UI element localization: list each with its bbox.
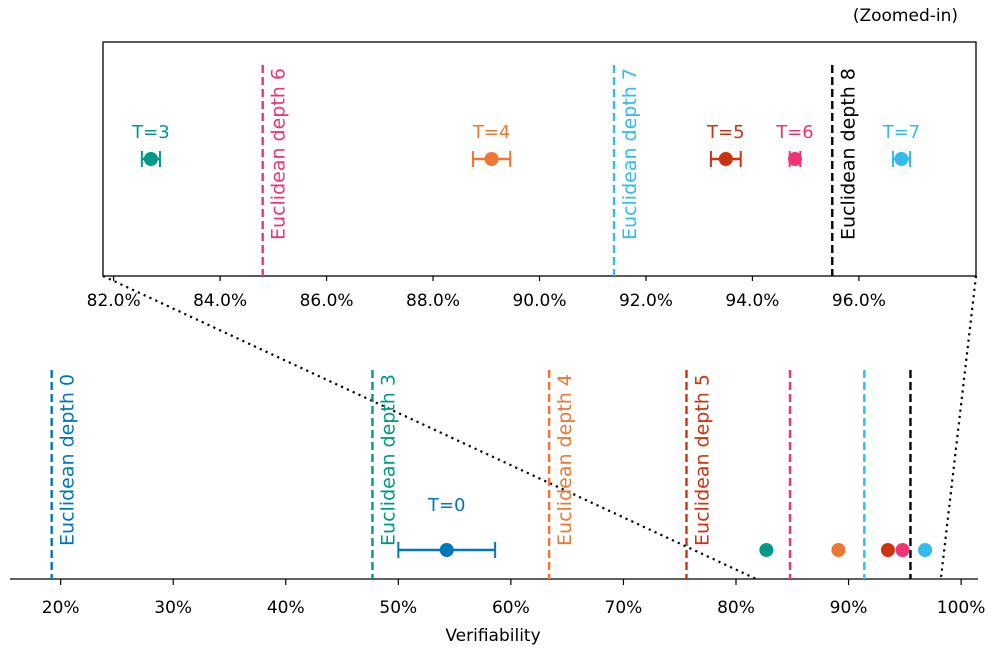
x-tick-label: 100%	[937, 598, 986, 618]
zoomed-x-tick-label: 96.0%	[832, 291, 886, 311]
vline-label-euclidean-depth-6: Euclidean depth 6	[268, 68, 290, 240]
x-tick-label: 60%	[492, 598, 530, 618]
point-label-t-0: T=0	[427, 495, 466, 516]
zoomed-x-tick-label: 94.0%	[725, 291, 779, 311]
zoomed-in-title: (Zoomed-in)	[853, 6, 958, 26]
zoom-connector-right	[939, 275, 978, 580]
vline-label-euclidean-depth-3: Euclidean depth 3	[377, 374, 399, 546]
x-tick-label: 90%	[830, 598, 868, 618]
x-tick-label: 20%	[42, 598, 80, 618]
x-tick-label: 40%	[267, 598, 305, 618]
point-t-3	[143, 152, 158, 166]
point-label-t-6: T=6	[775, 122, 814, 143]
zoomed-x-tick-label: 84.0%	[193, 291, 247, 311]
zoom-connector-lines	[102, 275, 978, 580]
zoomed-x-tick-label: 92.0%	[619, 291, 673, 311]
point-point-3	[880, 543, 895, 557]
point-point-5	[918, 543, 933, 557]
x-tick-label: 30%	[154, 598, 192, 618]
zoomed-x-tick-label: 82.0%	[87, 291, 141, 311]
vline-label-euclidean-depth-7: Euclidean depth 7	[619, 68, 641, 240]
point-t-7	[894, 152, 909, 166]
point-point-1	[759, 543, 774, 557]
point-label-t-4: T=4	[472, 122, 511, 143]
point-point-4	[895, 543, 910, 557]
point-point-2	[831, 543, 846, 557]
zoomed-x-tick-label: 88.0%	[406, 291, 460, 311]
point-label-t-3: T=3	[131, 122, 170, 143]
vline-label-euclidean-depth-0: Euclidean depth 0	[57, 374, 79, 546]
zoomed-in-panel: (Zoomed-in) 82.0% 84.0% 86.0% 88.0% 90.0% 92.…	[87, 6, 977, 311]
full-range-panel: Verifiability 20% 30% 40% 50% 60% 70% 80% 90% 10…	[10, 370, 985, 646]
vline-label-euclidean-depth-8: Euclidean depth 8	[837, 68, 859, 240]
point-t-0	[439, 543, 454, 557]
zoom-connector-left	[102, 275, 757, 580]
point-label-t-7: T=7	[882, 122, 921, 143]
point-t-5	[718, 152, 733, 166]
x-tick-label: 80%	[717, 598, 755, 618]
vline-label-euclidean-depth-4: Euclidean depth 4	[554, 374, 576, 546]
zoomed-in-frame	[102, 41, 977, 277]
vline-label-euclidean-depth-5: Euclidean depth 5	[691, 374, 713, 546]
point-t-4	[484, 152, 499, 166]
zoomed-x-tick-label: 90.0%	[512, 291, 566, 311]
x-tick-label: 50%	[379, 598, 417, 618]
point-t-6	[788, 152, 803, 166]
x-axis-label: Verifiability	[445, 626, 540, 646]
zoomed-x-tick-label: 86.0%	[300, 291, 354, 311]
point-label-t-5: T=5	[706, 122, 745, 143]
x-tick-label: 70%	[605, 598, 643, 618]
